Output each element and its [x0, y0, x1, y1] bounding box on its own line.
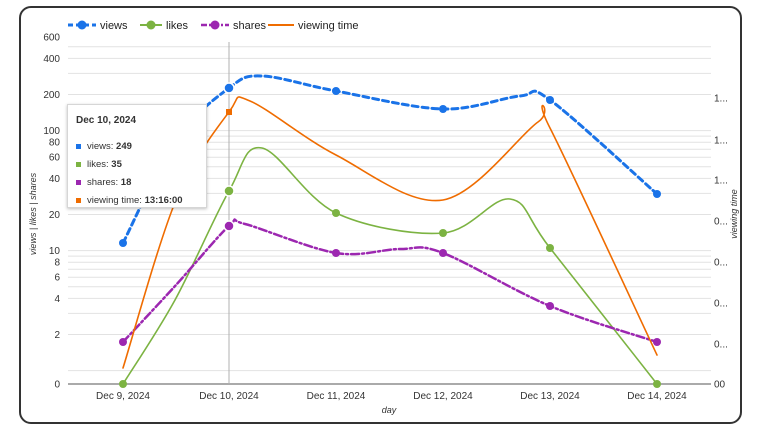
right-axis-ticks: 00 0... 0... 0... 0... 1... 1... 1...: [714, 94, 728, 391]
shares-point[interactable]: [223, 220, 235, 232]
legend-marker-icon: [210, 20, 220, 30]
likes-point[interactable]: [546, 244, 554, 252]
likes-swatch-icon: [76, 161, 81, 167]
left-tick-label: 100: [43, 126, 60, 137]
shares-point[interactable]: [332, 249, 340, 257]
views-point[interactable]: [332, 87, 340, 95]
right-tick-label: 0...: [714, 299, 728, 310]
left-tick-label: 4: [54, 294, 60, 305]
legend-item-views[interactable]: views: [68, 20, 128, 32]
tooltip-row-viewing-time: viewing time: 13:16:00: [76, 195, 183, 206]
left-tick-label: 20: [49, 210, 61, 221]
views-point[interactable]: [653, 190, 661, 198]
views-swatch-icon: [76, 143, 81, 149]
left-tick-label: 200: [43, 90, 60, 101]
legend-label: views: [100, 20, 128, 32]
shares-point[interactable]: [546, 302, 554, 310]
likes-point[interactable]: [119, 380, 127, 388]
right-tick-label: 1...: [714, 176, 728, 187]
likes-point[interactable]: [223, 185, 235, 197]
left-tick-label: 400: [43, 54, 60, 65]
x-axis-title: day: [382, 405, 397, 415]
left-tick-label: 80: [49, 138, 61, 149]
views-point[interactable]: [439, 105, 447, 113]
views-point[interactable]: [223, 82, 235, 94]
x-tick-label: Dec 11, 2024: [307, 391, 366, 402]
x-axis-ticks: Dec 9, 2024 Dec 10, 2024 Dec 11, 2024 Dec 1…: [96, 391, 687, 402]
legend-label: likes: [166, 20, 189, 32]
left-tick-label: 8: [54, 258, 60, 269]
left-tick-label: 6: [54, 273, 60, 284]
legend-item-shares[interactable]: shares: [201, 20, 267, 32]
x-tick-label: Dec 13, 2024: [520, 391, 580, 402]
viewing-time-point[interactable]: [226, 109, 232, 115]
legend-marker-icon: [146, 20, 156, 30]
left-axis-title: views | likes | shares: [28, 172, 38, 255]
likes-point[interactable]: [439, 229, 447, 237]
legend-item-viewing-time[interactable]: viewing time: [268, 20, 359, 32]
x-tick-label: Dec 9, 2024: [96, 391, 150, 402]
right-tick-label: 0...: [714, 258, 728, 269]
legend-label: shares: [233, 20, 267, 32]
legend-item-likes[interactable]: likes: [140, 20, 189, 32]
legend-label: viewing time: [298, 20, 359, 32]
legend[interactable]: views likes shares viewing time: [68, 20, 359, 32]
likes-point[interactable]: [332, 209, 340, 217]
tooltip-row-views: views: 249: [76, 141, 132, 152]
grid-lines: [68, 46, 711, 385]
right-tick-label: 0...: [714, 340, 728, 351]
left-tick-label: 10: [49, 246, 61, 257]
right-tick-label: 1...: [714, 136, 728, 147]
right-tick-label: 00: [714, 380, 726, 391]
viewing-time-swatch-icon: [76, 197, 81, 203]
tooltip-date: Dec 10, 2024: [76, 115, 137, 126]
tooltip: Dec 10, 2024 views: 249 likes: 35 shares…: [67, 104, 207, 208]
tooltip-row-likes: likes: 35: [76, 159, 122, 170]
left-tick-label: 40: [49, 174, 61, 185]
left-tick-label: 60: [49, 153, 61, 164]
tooltip-row-shares: shares: 18: [76, 177, 131, 188]
right-tick-label: 1...: [714, 94, 728, 105]
likes-point[interactable]: [653, 380, 661, 388]
left-tick-label: 0: [54, 380, 60, 391]
x-tick-label: Dec 12, 2024: [413, 391, 473, 402]
legend-marker-icon: [77, 20, 87, 30]
data-points[interactable]: [119, 82, 661, 388]
shares-point[interactable]: [653, 338, 661, 346]
chart-card: [19, 6, 742, 424]
right-axis-title: viewing time: [729, 189, 739, 239]
x-tick-label: Dec 10, 2024: [199, 391, 259, 402]
x-tick-label: Dec 14, 2024: [627, 391, 687, 402]
left-tick-label: 2: [54, 330, 60, 341]
shares-point[interactable]: [439, 249, 447, 257]
shares-point[interactable]: [119, 338, 127, 346]
shares-swatch-icon: [76, 179, 81, 185]
views-point[interactable]: [546, 96, 554, 104]
shares-series-line[interactable]: [121, 218, 659, 344]
right-tick-label: 0...: [714, 217, 728, 228]
left-tick-label: 600: [43, 33, 60, 44]
views-point[interactable]: [119, 239, 127, 247]
